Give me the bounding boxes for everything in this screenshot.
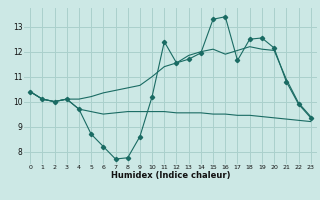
- X-axis label: Humidex (Indice chaleur): Humidex (Indice chaleur): [111, 171, 230, 180]
